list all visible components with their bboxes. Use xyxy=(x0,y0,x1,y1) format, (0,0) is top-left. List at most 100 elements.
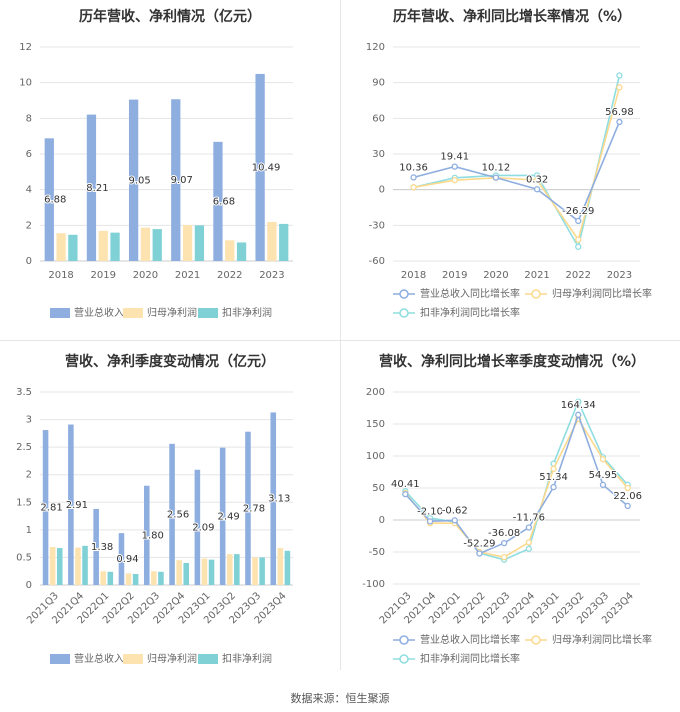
legend-label: 扣非净利润 xyxy=(222,306,272,319)
x-tick-label: 2018 xyxy=(401,270,426,281)
y-tick-label: 4 xyxy=(26,185,32,196)
legend-swatch xyxy=(198,308,218,318)
line-point xyxy=(533,186,541,193)
line-point xyxy=(525,524,532,531)
legend-label: 扣非净利润同比增长率 xyxy=(420,652,520,665)
y-tick-label: 10 xyxy=(19,78,32,89)
bar-deducted-net xyxy=(110,232,120,261)
bar-revenue xyxy=(245,431,251,585)
line-point xyxy=(624,484,631,492)
legend-label: 归母净利润 xyxy=(147,306,197,319)
bar-data-label: 2.09 xyxy=(192,522,214,533)
x-tick-label: 2022 xyxy=(566,270,591,281)
legend-swatch xyxy=(123,654,143,664)
bar-revenue xyxy=(42,430,49,585)
bar-deducted-net xyxy=(284,550,291,585)
bar-parent-net xyxy=(98,230,108,261)
line-data-label: 51.34 xyxy=(539,472,568,483)
line-data-label: -11.76 xyxy=(513,513,545,524)
chart-title: 历年营收、净利同比增长率情况（%） xyxy=(393,8,631,25)
y-tick-label: 90 xyxy=(372,78,385,89)
x-tick-label: 2023 xyxy=(259,270,284,281)
bar-deducted-net xyxy=(132,573,139,585)
legend-marker xyxy=(399,289,409,299)
line-series-revenue-growth xyxy=(413,121,621,223)
line-series-revenue-growth xyxy=(404,412,629,555)
y-tick-label: 50 xyxy=(372,483,385,494)
bar-parent-net xyxy=(151,571,157,585)
bar-data-label: 2.91 xyxy=(66,500,88,511)
line-point xyxy=(624,502,631,510)
bar-data-label: 2.81 xyxy=(40,503,62,514)
line-point xyxy=(476,550,483,557)
bar-deducted-net xyxy=(183,562,190,585)
bar-parent-net xyxy=(75,547,81,585)
line-point xyxy=(492,174,500,181)
line-data-label: 10.12 xyxy=(482,163,511,174)
y-tick-label: -60 xyxy=(369,256,385,267)
y-tick-label: -50 xyxy=(369,547,385,558)
bar-revenue xyxy=(44,138,54,261)
legend-marker xyxy=(399,308,409,318)
y-tick-label: 0 xyxy=(379,515,385,526)
data-source-note: 数据来源：恒生聚源 xyxy=(290,692,390,705)
bar-revenue xyxy=(219,447,226,585)
line-series-deducted-growth xyxy=(413,75,621,249)
bar-parent-net xyxy=(226,554,233,585)
legend-label: 营业总收入 xyxy=(74,306,124,319)
bar-data-label: 1.80 xyxy=(142,530,164,541)
bar-deducted-net xyxy=(82,545,88,585)
y-tick-label: -30 xyxy=(369,220,385,231)
bar-data-label: 2.56 xyxy=(167,509,189,520)
y-tick-label: 1 xyxy=(26,525,32,536)
y-tick-label: 3.5 xyxy=(16,387,32,398)
line-data-label: 0.32 xyxy=(526,174,548,185)
line-point xyxy=(575,411,582,418)
x-tick-label: 2020 xyxy=(483,270,508,281)
line-data-label: 164.34 xyxy=(561,400,596,411)
x-tick-label: 2021 xyxy=(175,270,200,281)
line-point xyxy=(500,553,508,561)
y-tick-label: 2.5 xyxy=(16,442,32,453)
line-point xyxy=(575,236,582,243)
bar-parent-net xyxy=(140,227,151,261)
bar-data-label: 3.13 xyxy=(268,494,290,505)
bar-deducted-net xyxy=(56,548,63,585)
legend-label: 归母净利润同比增长率 xyxy=(552,287,652,300)
y-tick-label: 8 xyxy=(26,113,32,124)
legend-swatch xyxy=(50,654,70,664)
legend-marker xyxy=(399,635,409,645)
line-data-label: -26.29 xyxy=(562,206,594,217)
line-data-label: -0.62 xyxy=(442,505,468,516)
bar-revenue xyxy=(143,485,150,585)
bar-data-label: 6.88 xyxy=(44,195,66,206)
bar-revenue xyxy=(171,99,181,261)
line-data-label: 10.36 xyxy=(399,162,428,173)
chart-quarter-growth: 营收、净利同比增长率季度变动情况（%）-100-5005010015020020… xyxy=(362,353,652,665)
legend-marker xyxy=(531,635,541,645)
line-data-label: 56.98 xyxy=(605,107,634,118)
chart-quarter-bar: 营收、净利季度变动情况（亿元）00.511.522.533.52021Q3202… xyxy=(16,353,293,665)
line-data-label: -52.29 xyxy=(463,538,495,549)
chart-title: 营收、净利同比增长率季度变动情况（%） xyxy=(379,353,645,370)
legend-marker xyxy=(399,654,409,664)
bar-parent-net xyxy=(252,557,258,585)
bar-data-label: 2.78 xyxy=(243,503,265,514)
legend-swatch xyxy=(50,308,70,318)
y-tick-label: 150 xyxy=(366,419,385,430)
line-point xyxy=(533,177,541,184)
line-point xyxy=(575,398,582,405)
line-point xyxy=(550,465,557,472)
line-point xyxy=(402,490,409,498)
legend-label: 营业总收入同比增长率 xyxy=(420,633,520,646)
x-tick-label: 2023 xyxy=(607,270,632,281)
chart-title: 历年营收、净利情况（亿元） xyxy=(79,8,261,25)
legend-label: 营业总收入 xyxy=(74,652,124,665)
bar-parent-net xyxy=(100,571,107,585)
y-tick-label: 2 xyxy=(26,470,32,481)
x-tick-label: 2022 xyxy=(217,270,242,281)
bar-deducted-net xyxy=(208,559,215,585)
y-tick-label: 12 xyxy=(19,42,32,53)
bar-parent-net xyxy=(176,560,182,585)
